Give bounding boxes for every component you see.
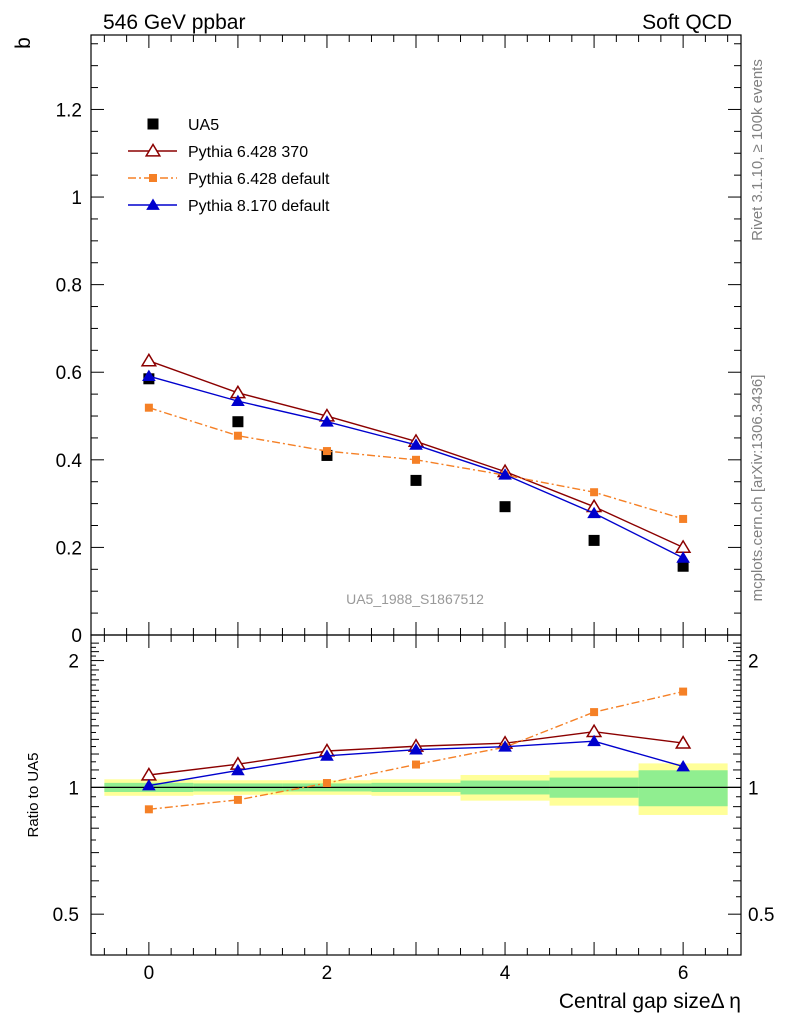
- ratio-point-pythia-6-428-default: [322, 779, 331, 788]
- plots-layer: UA5_1988_S1867512 UA5 Pythia 6.428 370 Pyth…: [12, 34, 774, 1013]
- series-pythia-8-170-default: [142, 369, 690, 563]
- ratio-y-tick-label-left: 0.5: [53, 905, 79, 926]
- x-tick-label: 6: [678, 963, 689, 984]
- ratio-point-pythia-6-428-default: [144, 805, 153, 814]
- data-point-pythia-8-170-default: [409, 438, 423, 450]
- main-y-tick-label: 0.4: [56, 451, 83, 472]
- ratio-y-axis: 0.5 0.5 1 1 2 2 Ratio to UA5: [25, 642, 774, 934]
- x-tick-label: 0: [144, 963, 155, 984]
- main-y-tick-label: 0.8: [56, 276, 82, 297]
- ratio-point-pythia-6-428-370: [674, 735, 692, 749]
- legend-label-pythia-6-428-default: Pythia 6.428 default: [188, 171, 330, 188]
- data-point-ua5: [321, 449, 333, 461]
- data-point-pythia-6-428-default: [322, 447, 331, 456]
- x-tick-label: 2: [322, 963, 333, 984]
- ratio-y-tick-label-left: 1: [68, 778, 79, 799]
- data-point-ua5: [588, 534, 600, 546]
- x-tick-label: 4: [500, 963, 511, 984]
- data-point-pythia-8-170-default: [320, 415, 334, 427]
- data-point-pythia-6-428-default: [679, 514, 688, 523]
- ratio-point-pythia-6-428-default: [590, 708, 599, 717]
- ratio-point-pythia-8-170-default: [498, 740, 512, 752]
- ratio-point-pythia-8-170-default: [676, 759, 690, 772]
- main-y-axis-title: b: [12, 37, 35, 49]
- rivet-version-label: Rivet 3.1.10, ≥ 100k events: [749, 59, 766, 241]
- data-point-ua5: [232, 416, 244, 428]
- analysis-id-watermark: UA5_1988_S1867512: [346, 591, 484, 607]
- ratio-y-tick-label-left: 2: [68, 652, 79, 673]
- ratio-point-pythia-8-170-default: [142, 779, 156, 791]
- ratio-y-tick-label-right: 0.5: [748, 905, 774, 926]
- ratio-y-tick-label-right: 2: [748, 652, 759, 673]
- data-point-pythia-6-428-370: [140, 352, 158, 367]
- ratio-panel: [91, 687, 741, 815]
- data-point-pythia-6-428-default: [144, 403, 153, 412]
- legend-marker-pythia-8-170-default: [146, 198, 160, 210]
- data-point-pythia-8-170-default: [587, 506, 601, 519]
- main-y-tick-label: 0.6: [56, 363, 82, 384]
- header-left-title: 546 GeV ppbar: [103, 11, 245, 34]
- data-point-pythia-6-428-default: [590, 488, 599, 497]
- ratio-y-tick-label-right: 1: [748, 778, 759, 799]
- main-y-tick-label: 0: [71, 626, 82, 647]
- data-point-pythia-8-170-default: [231, 394, 245, 407]
- data-point-pythia-6-428-default: [233, 431, 242, 440]
- ratio-point-pythia-8-170-default: [231, 763, 245, 776]
- ratio-point-pythia-8-170-default: [320, 749, 334, 761]
- series-pythia-6-428-default: [144, 403, 688, 523]
- main-y-tick-label: 1.2: [56, 100, 82, 121]
- main-panel: UA5_1988_S1867512 UA5 Pythia 6.428 370 Pyth…: [128, 117, 692, 607]
- legend-label-pythia-8-170-default: Pythia 8.170 default: [188, 198, 330, 215]
- ratio-series-pythia-8-170-default: [142, 734, 690, 791]
- uncertainty-band-stat: [638, 770, 728, 807]
- ratio-point-pythia-8-170-default: [587, 734, 601, 747]
- legend-marker-pythia-6-428-370: [144, 143, 162, 157]
- main-y-tick-label: 0.2: [56, 538, 82, 559]
- ratio-point-pythia-6-428-default: [412, 760, 420, 769]
- data-point-pythia-8-170-default: [142, 369, 156, 382]
- data-point-pythia-8-170-default: [676, 551, 690, 563]
- ratio-point-pythia-8-170-default: [409, 743, 423, 755]
- series-pythia-6-428-370: [140, 352, 692, 554]
- data-point-pythia-6-428-default: [412, 455, 420, 464]
- legend-marker-ua5: [147, 118, 159, 130]
- legend-label-ua5: UA5: [188, 117, 219, 134]
- legend-label-pythia-6-428-370: Pythia 6.428 370: [188, 144, 308, 161]
- legend: UA5 Pythia 6.428 370 Pythia 6.428 default P…: [128, 117, 330, 215]
- ratio-panel-x-ticks: [103, 635, 729, 955]
- series-ua5: [143, 373, 689, 572]
- series-line-pythia-6-428-370: [148, 360, 684, 549]
- data-point-pythia-6-428-370: [674, 539, 692, 554]
- ratio-y-axis-title: Ratio to UA5: [25, 752, 42, 837]
- header-right-title: Soft QCD: [642, 11, 732, 34]
- data-point-pythia-8-170-default: [498, 468, 512, 480]
- data-point-ua5: [499, 501, 511, 513]
- legend-marker-pythia-6-428-default: [149, 174, 157, 182]
- main-panel-x-ticks: [103, 35, 729, 635]
- data-point-ua5: [410, 474, 422, 486]
- series-line-pythia-8-170-default: [148, 375, 684, 559]
- x-axis-labels: 0 2 4 6 Central gap sizeΔ η: [144, 963, 741, 1013]
- ratio-point-pythia-6-428-default: [679, 687, 688, 696]
- main-y-axis: 0 0.2 0.4 0.6 0.8 1 1.2 b: [12, 37, 741, 647]
- x-axis-title: Central gap sizeΔ η: [559, 990, 741, 1013]
- data-point-ua5: [677, 560, 689, 572]
- ratio-point-pythia-6-428-default: [233, 795, 242, 804]
- source-reference-label: mcplots.cern.ch [arXiv:1306.3436]: [749, 375, 766, 602]
- main-y-tick-label: 1: [71, 188, 82, 209]
